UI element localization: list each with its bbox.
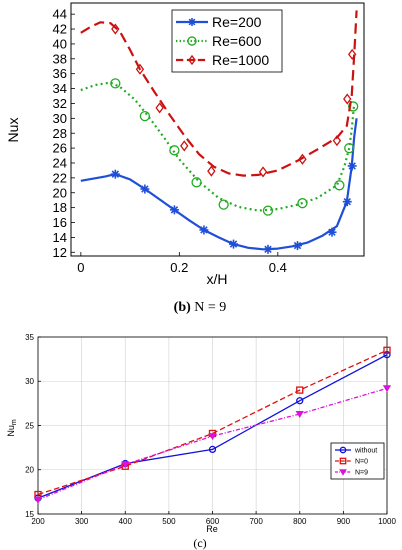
chart-b-caption: (b) N = 9 xyxy=(174,300,227,315)
chart-b-data-point xyxy=(343,93,352,105)
chart-b-data-point xyxy=(327,227,337,237)
chart-c-x-tick-label: 700 xyxy=(249,517,263,526)
chart-b-data-point xyxy=(342,197,352,207)
chart-b-data-point xyxy=(169,145,180,156)
chart-b-data-point xyxy=(110,169,120,179)
chart-c-y-tick-label: 20 xyxy=(25,466,34,475)
chart-b-data-point xyxy=(180,140,189,152)
chart-b-data-point xyxy=(293,241,303,251)
chart-b-xlabel: x/H xyxy=(207,271,228,287)
chart-c-legend-label: without xyxy=(354,448,377,455)
chart-c-data-point xyxy=(208,433,217,441)
chart-b-x-tick-label: 0 xyxy=(77,260,84,275)
chart-b-data-point xyxy=(111,23,120,35)
chart-b-data-point xyxy=(199,225,209,235)
chart-c-x-tick-label: 200 xyxy=(31,517,45,526)
chart-b-data-point xyxy=(344,142,355,154)
chart-b-data-point xyxy=(191,177,202,188)
chart-b-y-tick-label: 12 xyxy=(53,245,67,260)
chart-b-legend-marker xyxy=(187,36,197,46)
chart-b-series-line-1 xyxy=(80,81,356,212)
chart-c-y-tick-label: 25 xyxy=(25,421,34,430)
chart-c-data-point xyxy=(33,496,43,504)
chart-b-data-point xyxy=(155,102,164,114)
chart-c-y-tick-label: 15 xyxy=(25,510,34,519)
chart-b-x-tick-label: 0.4 xyxy=(269,260,287,275)
chart-b-y-tick-label: 18 xyxy=(53,200,67,215)
chart-b-series-line-0 xyxy=(80,118,358,251)
chart-c-x-tick-label: 400 xyxy=(119,517,133,526)
chart-c-x-tick-label: 1000 xyxy=(378,517,396,526)
chart-b-data-point xyxy=(262,205,274,216)
chart-b-ylabel: Nux xyxy=(5,118,21,143)
chart-b-series-line-2 xyxy=(80,10,358,177)
chart-c-x-tick-label: 800 xyxy=(293,517,307,526)
chart-b-y-tick-label: 14 xyxy=(53,230,67,245)
chart-b-data-point xyxy=(263,244,273,254)
chart-b-y-tick-label: 40 xyxy=(53,36,67,51)
chart-c-data-point xyxy=(208,445,217,454)
chart-b-data-point xyxy=(258,166,268,178)
chart-b-y-tick-label: 20 xyxy=(53,185,67,200)
chart-b-data-point xyxy=(135,63,145,75)
chart-c-y-tick-label: 35 xyxy=(25,333,34,342)
chart-c-y-tick-label: 30 xyxy=(25,377,34,386)
chart-b-legend-label: Re=200 xyxy=(212,14,262,30)
chart-b-y-tick-label: 34 xyxy=(53,81,67,96)
chart-c-legend-label: N=0 xyxy=(355,459,368,466)
chart-b-y-tick-label: 38 xyxy=(53,51,67,66)
chart-b-y-tick-label: 24 xyxy=(53,156,67,171)
chart-b-y-tick-label: 32 xyxy=(53,96,67,111)
chart-b-data-point xyxy=(218,199,229,210)
chart-b-y-tick-label: 42 xyxy=(53,22,67,37)
chart-c-data-point xyxy=(382,385,392,393)
chart-c-data-point xyxy=(295,410,304,418)
chart-b-data-point xyxy=(298,153,307,165)
chart-b-legend: Re=200 Re=600 Re=1000 xyxy=(171,9,283,73)
chart-b-data-point xyxy=(140,184,150,194)
chart-b-data-point xyxy=(139,110,151,122)
chart-c-data-point xyxy=(121,461,130,469)
chart-b-y-tick-label: 30 xyxy=(53,111,67,126)
chart-b-plot-frame xyxy=(70,2,365,257)
chart-c-data-point xyxy=(383,346,391,354)
chart-b-x-tick-label: 0.2 xyxy=(170,260,188,275)
chart-b-data-point xyxy=(347,48,357,60)
chart-c-data-point xyxy=(296,397,304,405)
chart-b-data-point xyxy=(207,165,216,177)
chart-c-x-tick-label: 600 xyxy=(206,517,220,526)
chart-b-legend-marker xyxy=(187,17,197,27)
chart-b-y-tick-label: 22 xyxy=(53,170,67,185)
chart-c-legend-marker xyxy=(339,457,347,465)
chart-b-data-point xyxy=(347,161,357,171)
chart-b-data-point xyxy=(169,205,179,215)
chart-b-legend-label: Re=600 xyxy=(212,33,262,49)
chart-b-data-point xyxy=(229,239,239,249)
chart-c-legend-marker xyxy=(339,446,347,454)
chart-c-x-tick-label: 500 xyxy=(162,517,176,526)
chart-c-x-tick-label: 300 xyxy=(75,517,89,526)
chart-b-data-point xyxy=(110,78,121,89)
chart-c-caption: (c) xyxy=(193,536,206,550)
chart-c-legend-marker xyxy=(339,469,347,476)
chart-c-xlabel: Re xyxy=(206,524,218,534)
chart-b-data-point xyxy=(348,101,359,112)
chart-b-y-tick-label: 26 xyxy=(53,141,67,156)
chart-b-data-point xyxy=(297,198,308,209)
chart-b-legend-marker xyxy=(188,54,196,66)
chart-b-y-tick-label: 44 xyxy=(53,7,67,22)
chart-b-data-point xyxy=(332,135,342,147)
chart-c-ylabel: Num xyxy=(6,419,18,437)
chart-c-legend: without N=0 N=9 xyxy=(330,442,385,480)
chart-b-y-tick-label: 16 xyxy=(53,215,67,230)
chart-b-data-point xyxy=(334,180,345,191)
chart-b-y-tick-label: 28 xyxy=(53,126,67,141)
chart-c-x-tick-label: 900 xyxy=(337,517,351,526)
chart-c-data-point xyxy=(296,386,304,394)
chart-c-data-point xyxy=(383,351,391,359)
chart-c-legend-label: N=9 xyxy=(355,470,368,477)
chart-b-y-tick-label: 36 xyxy=(53,66,67,81)
chart-b-legend-label: Re=1000 xyxy=(212,52,269,68)
